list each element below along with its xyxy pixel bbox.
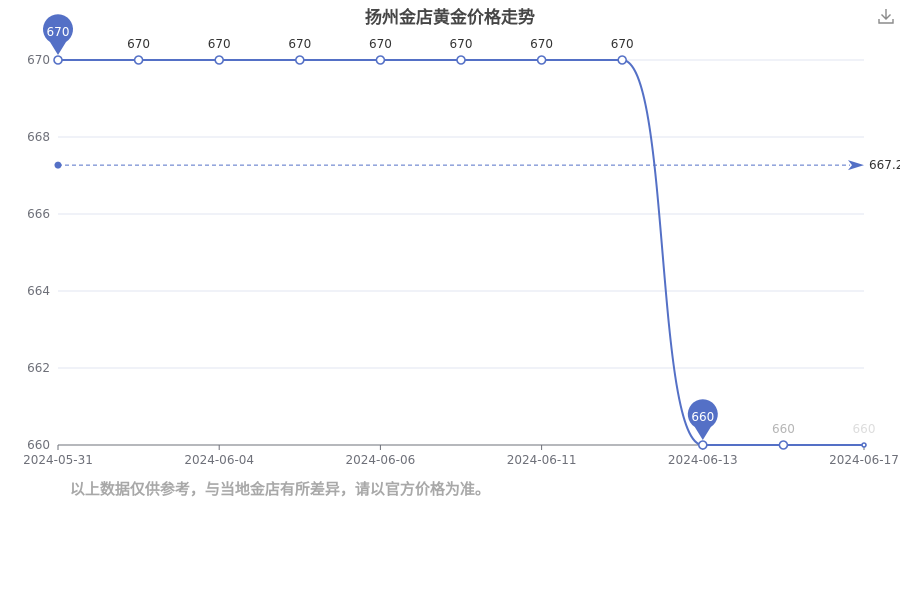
max-pin-label: 670 xyxy=(47,25,70,39)
y-axis: 660 662 664 666 668 670 xyxy=(27,53,50,452)
data-label: 670 xyxy=(208,37,231,51)
data-label: 670 xyxy=(450,37,473,51)
min-pin-label: 660 xyxy=(691,410,714,424)
data-label: 670 xyxy=(530,37,553,51)
average-label: 667.2 xyxy=(869,158,900,172)
data-label: 670 xyxy=(611,37,634,51)
y-tick-label: 662 xyxy=(27,361,50,375)
x-tick-label: 2024-06-11 xyxy=(507,453,577,467)
y-tick-label: 660 xyxy=(27,438,50,452)
data-labels: 670 670 670 670 670 670 670 660 660 xyxy=(127,37,875,436)
data-point xyxy=(697,440,708,450)
grid-lines xyxy=(58,59,864,369)
average-line: 667.2 xyxy=(54,158,900,172)
x-tick-label: 2024-05-31 xyxy=(23,453,93,467)
extreme-pins: 670 660 xyxy=(43,14,718,440)
data-point xyxy=(617,55,628,65)
x-axis: 2024-05-31 2024-06-04 2024-06-06 2024-06-11… xyxy=(23,444,899,467)
data-point xyxy=(294,55,305,65)
download-icon[interactable] xyxy=(876,6,896,26)
data-label: 670 xyxy=(288,37,311,51)
max-pin-shape xyxy=(43,14,73,56)
chart-title: 扬州金店黄金价格走势 xyxy=(365,8,535,28)
series-line-path xyxy=(58,59,864,446)
data-point xyxy=(133,55,144,65)
data-point xyxy=(536,55,547,65)
data-label: 660 xyxy=(772,422,795,436)
x-tick-label: 2024-06-17 xyxy=(829,453,899,467)
y-tick-label: 670 xyxy=(27,53,50,67)
data-label: 660 xyxy=(853,422,876,436)
data-point xyxy=(456,55,466,65)
x-tick-label: 2024-06-06 xyxy=(346,453,416,467)
x-tick-label: 2024-06-13 xyxy=(668,453,738,467)
y-tick-label: 668 xyxy=(27,130,50,144)
x-tick-label: 2024-06-04 xyxy=(184,453,254,467)
disclaimer-text: 以上数据仅供参考，与当地金店有所差异，请以官方价格为准。 xyxy=(70,480,491,498)
average-arrow xyxy=(848,160,864,171)
min-pin-shape xyxy=(687,399,718,440)
y-tick-label: 666 xyxy=(27,207,50,221)
y-tick-label: 664 xyxy=(27,284,50,298)
data-point xyxy=(214,55,224,65)
data-point xyxy=(861,442,867,448)
data-point xyxy=(53,55,63,65)
data-point xyxy=(375,55,386,65)
series-line xyxy=(53,55,867,450)
data-label: 670 xyxy=(369,37,392,51)
data-point xyxy=(778,440,789,450)
data-label: 670 xyxy=(127,37,150,51)
